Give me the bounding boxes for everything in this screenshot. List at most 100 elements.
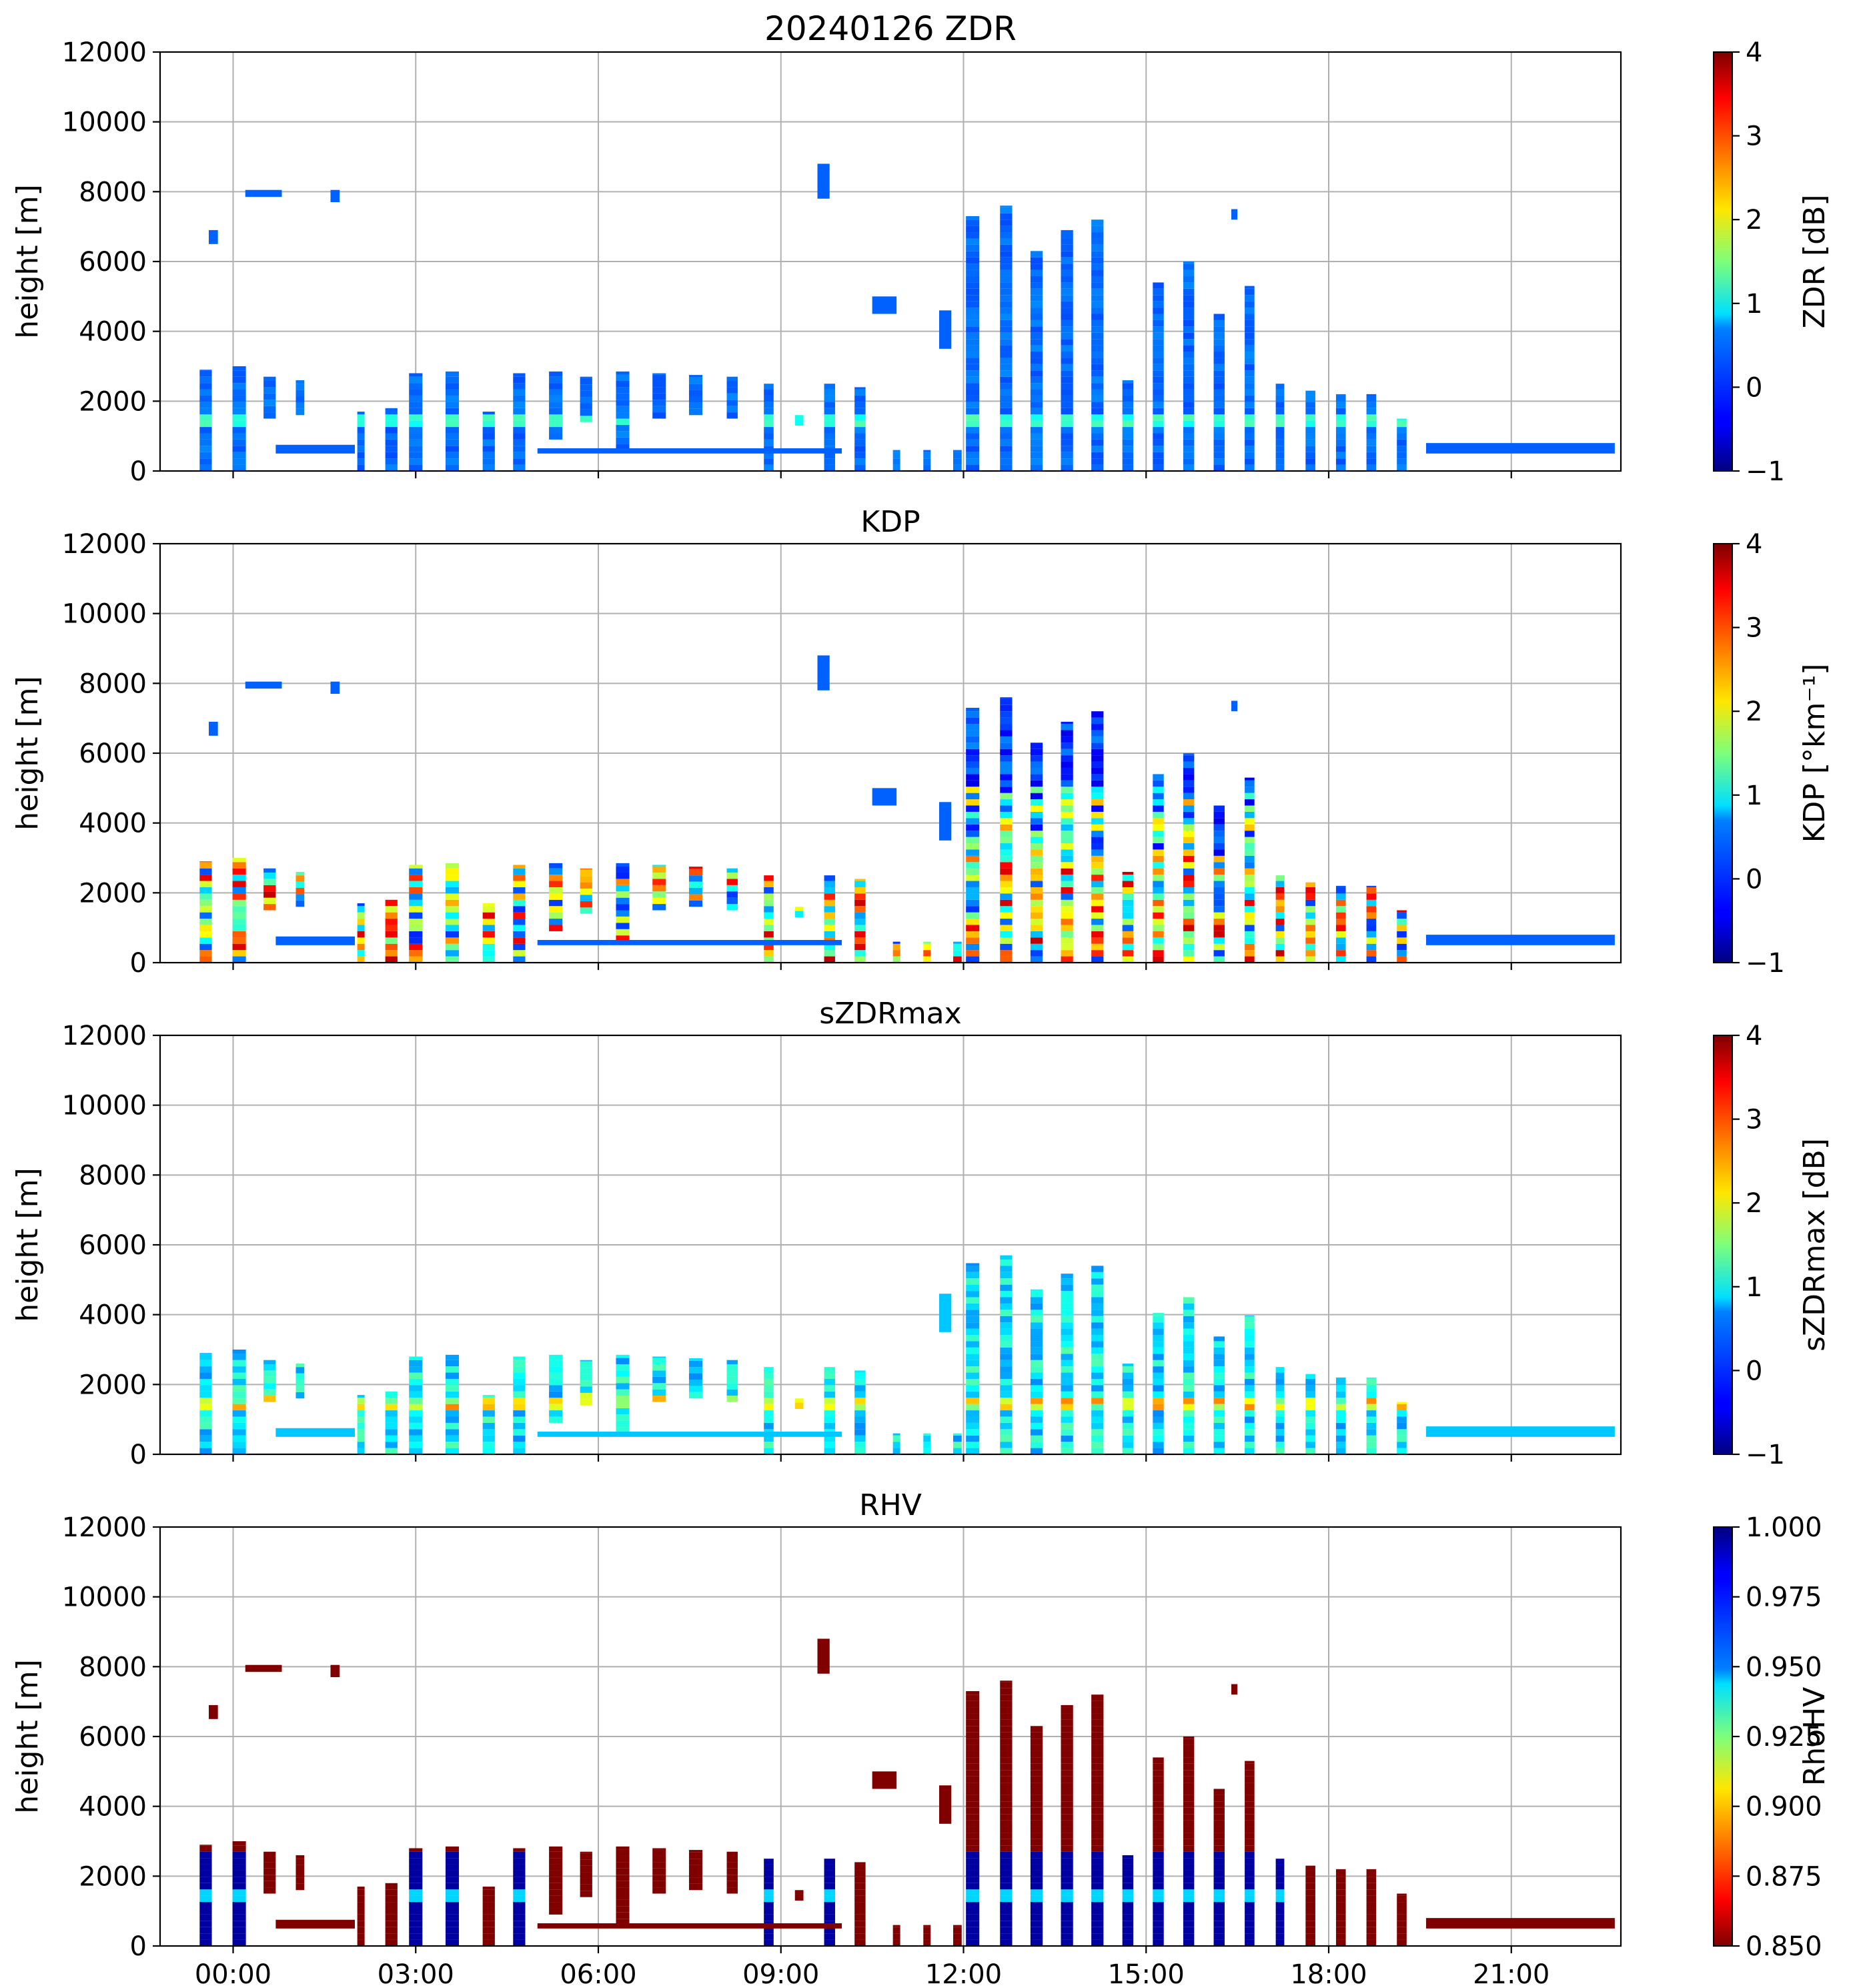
data-patch [275,1428,355,1437]
data-patch [245,1664,282,1672]
data-cell [1030,1429,1043,1436]
data-cell [409,1939,423,1946]
data-cell [1000,207,1013,213]
data-cell [1213,893,1225,900]
data-cell [1030,339,1043,346]
data-cell [357,1921,365,1927]
data-cell [580,876,592,883]
data-cell [1122,893,1134,900]
data-cell [616,400,630,406]
data-cell [1245,1939,1255,1946]
data-cell [580,384,592,391]
data-cell [1183,887,1195,894]
data-cell [513,1404,526,1411]
data-cell [1183,774,1195,781]
data-cell [1000,1921,1013,1927]
data-cell [445,1391,460,1398]
data-cell [1153,295,1164,302]
data-cell [1091,1322,1104,1329]
data-cell [726,904,738,911]
data-cell [385,433,398,440]
data-cell [1061,1410,1073,1417]
data-cell [385,1442,398,1448]
data-cell [764,1883,774,1890]
data-cell [652,1868,666,1875]
data-cell [652,393,666,400]
data-cell [1122,1442,1134,1448]
data-patch [872,296,897,314]
data-cell [1397,1939,1407,1946]
data-cell [966,925,980,931]
data-cell [1213,364,1225,371]
data-cell [549,1889,563,1896]
data-cell [1091,736,1104,743]
data-cell [1000,724,1013,730]
data-cell [1305,1429,1315,1436]
data-cell [923,1939,931,1946]
data-cell [1305,1374,1315,1379]
data-cell [1245,912,1255,919]
data-cell [1122,1921,1134,1927]
data-cell [1091,1757,1104,1764]
data-cell [824,893,835,900]
data-cell [513,420,526,428]
data-cell [854,1908,866,1915]
data-cell [549,1391,563,1398]
data-cell [232,1864,246,1871]
data-cell [232,370,246,377]
data-cell [1275,402,1285,408]
data-cell [409,389,423,396]
data-cell [1275,919,1285,925]
data-cell [482,420,495,428]
data-cell [1245,1372,1255,1379]
data-cell [1183,326,1195,333]
data-cell [923,1448,931,1454]
data-cell [263,1862,276,1869]
data-cell [1183,458,1195,465]
data-cell [923,1933,931,1940]
data-cell [1030,439,1043,446]
data-cell [1091,1814,1104,1821]
data-cell [1183,1827,1195,1833]
data-cell [1000,787,1013,793]
data-cell [580,1884,592,1891]
data-cell [409,925,423,931]
data-cell [385,956,398,963]
data-cell [482,464,495,471]
data-cell [513,865,526,869]
data-cell [1030,849,1043,856]
data-cell [1335,887,1346,894]
data-cell [232,366,246,371]
data-cell [1153,1783,1164,1789]
data-cell [1061,1310,1073,1316]
data-cell [1122,1902,1134,1909]
data-cell [1030,855,1043,863]
data-cell [1061,339,1073,346]
data-patch [1231,700,1238,712]
data-cell [1000,937,1013,944]
data-cell [616,923,630,929]
data-cell [295,881,305,889]
data-cell [1275,1385,1285,1392]
data-cell [1000,697,1013,699]
data-cell [966,1870,980,1877]
data-cell [616,1364,630,1371]
data-cell [1183,805,1195,812]
data-cell [580,1361,592,1368]
data-cell [966,326,980,333]
data-cell [1122,1895,1134,1903]
data-cell [1245,1378,1255,1386]
data-cell [764,1864,774,1871]
data-cell [482,1395,495,1398]
data-cell [1183,1902,1195,1909]
data-cell [1183,439,1195,446]
data-cell [1030,420,1043,428]
data-cell [1122,1855,1134,1859]
data-cell [1091,1883,1104,1890]
data-cell [580,1865,592,1873]
data-cell [409,1385,423,1392]
data-cell [966,1820,980,1827]
data-cell [513,925,526,931]
y-tick-label: 4000 [79,1792,147,1823]
data-cell [1030,1895,1043,1903]
